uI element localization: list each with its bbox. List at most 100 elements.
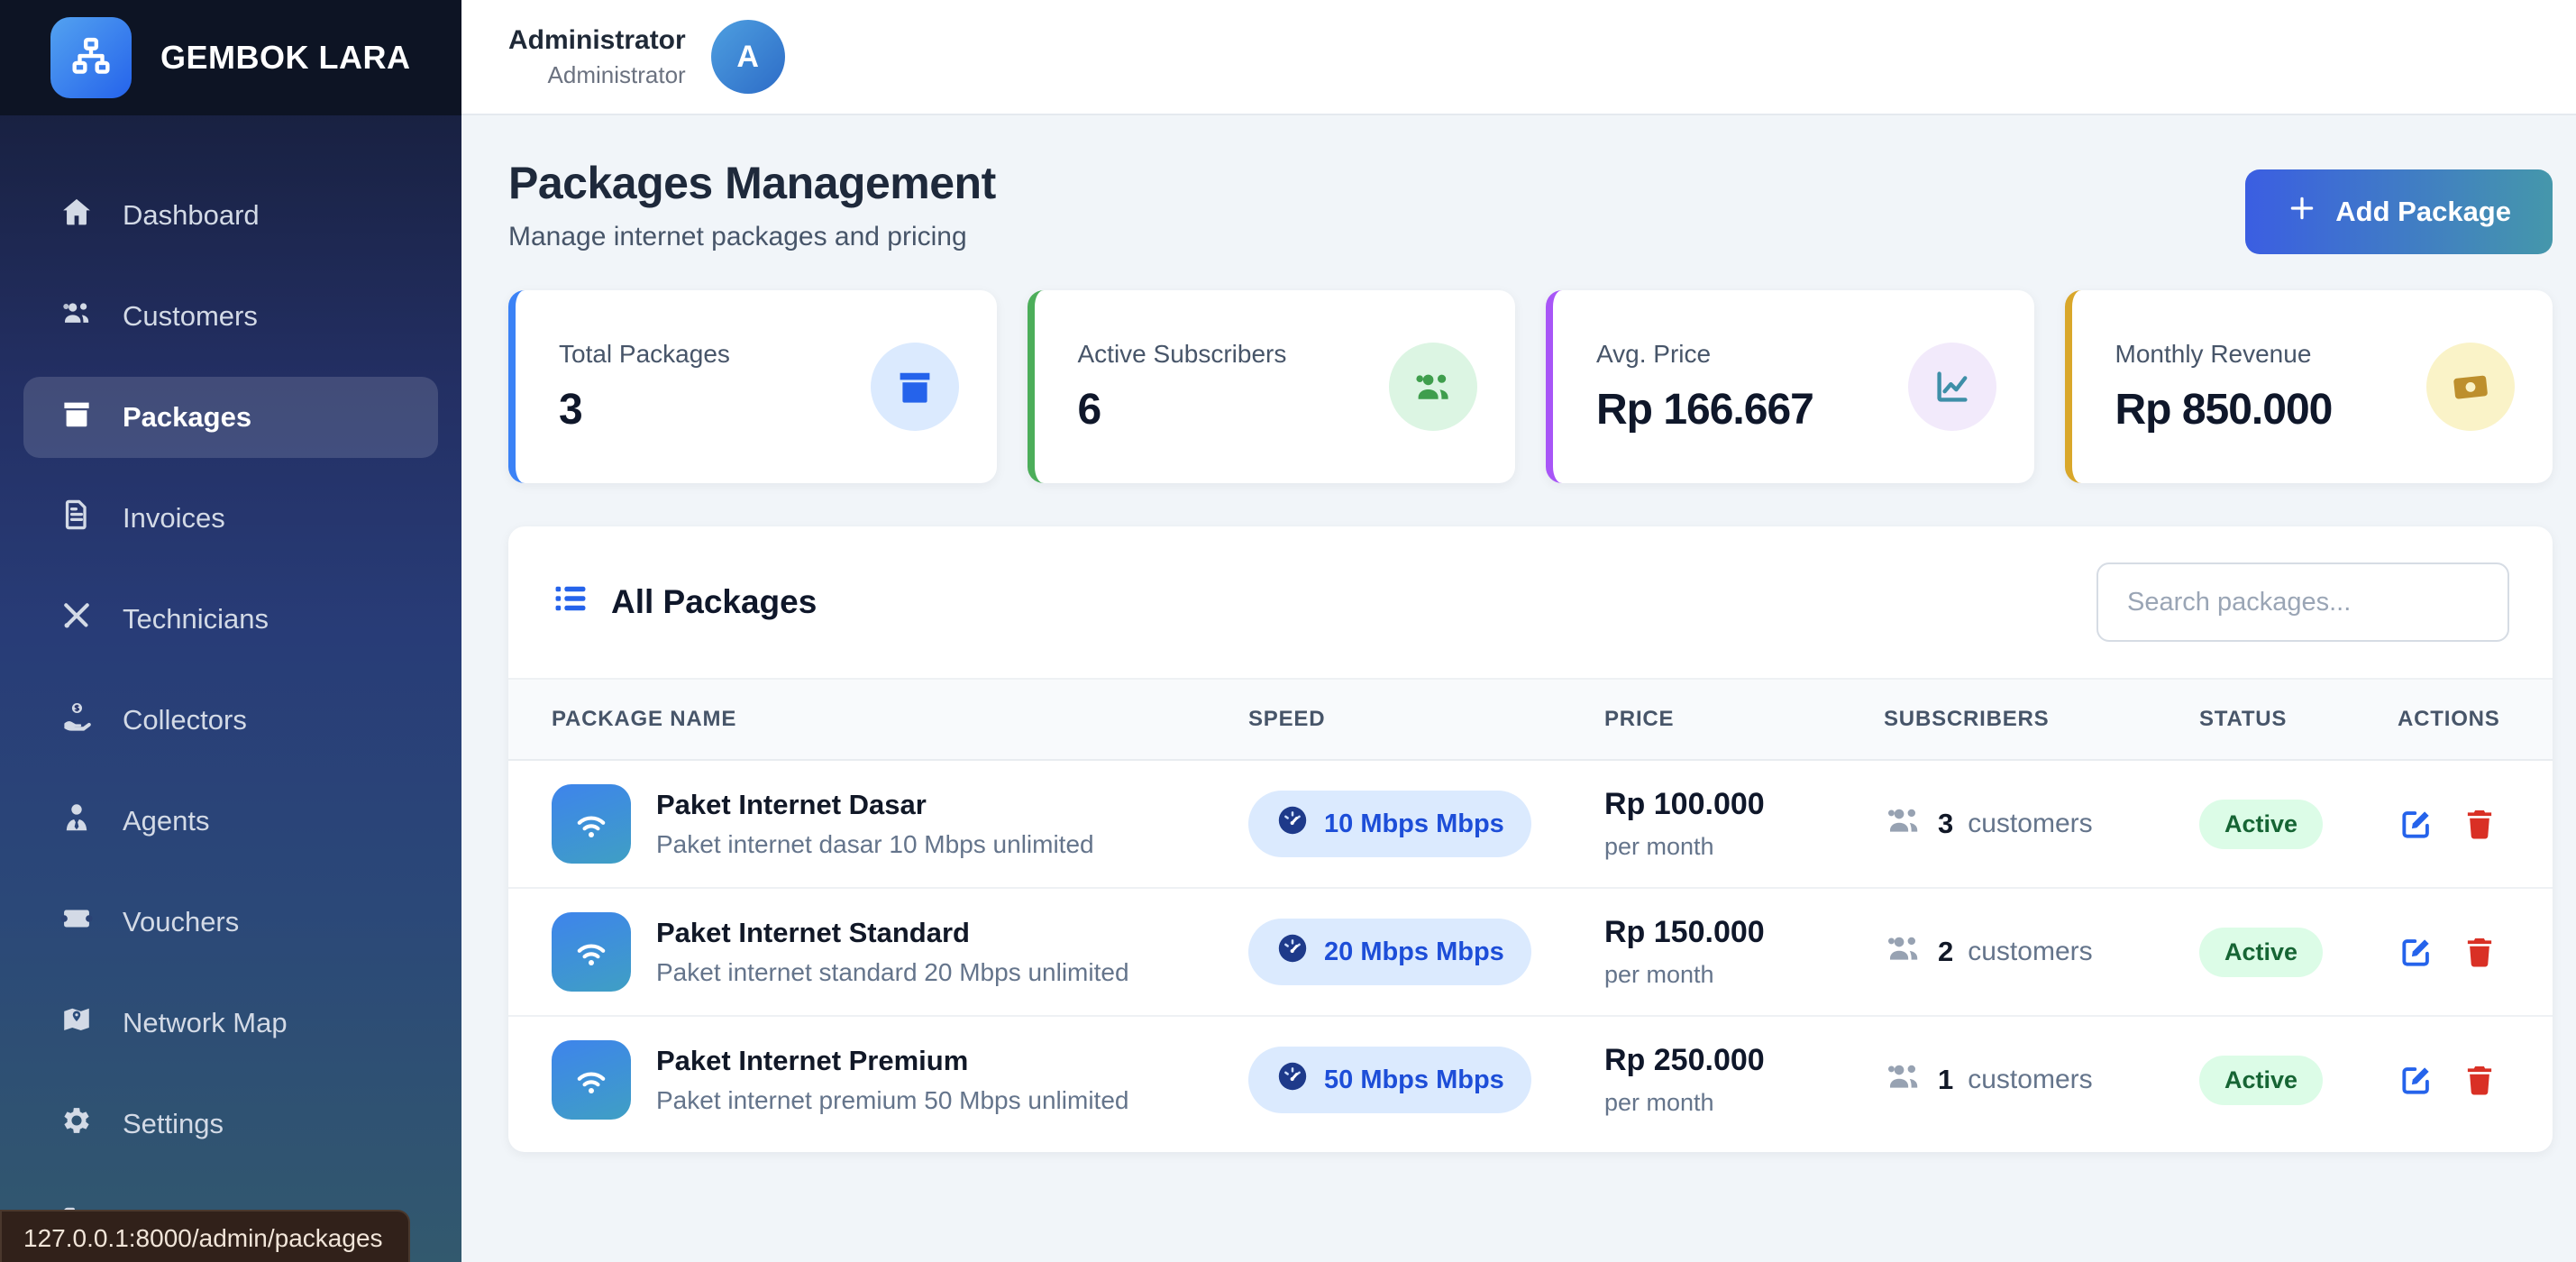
home-icon [59,195,94,236]
money-icon [2426,343,2515,431]
stat-value: 3 [559,385,583,434]
users-icon [1884,1056,1923,1103]
users-icon [1884,800,1923,847]
topbar: Administrator Administrator A [461,0,2576,115]
sidebar: GEMBOK LARA Dashboard Customers Packages… [0,0,461,1262]
gauge-icon [1275,803,1310,845]
page-content: Packages Management Manage internet pack… [461,115,2576,1262]
user-info: Administrator Administrator [508,25,686,89]
table-column-headers: PACKAGE NAME SPEED PRICE SUBSCRIBERS STA… [508,678,2553,761]
package-name: Paket Internet Premium [656,1045,969,1076]
stat-value: 6 [1077,385,1102,434]
table-row: Paket Internet Dasar Paket internet dasa… [508,761,2553,889]
package-description: Paket internet premium 50 Mbps unlimited [656,1086,1129,1114]
price-value: Rp 150.000 [1604,915,1765,949]
sidebar-item-label: Network Map [123,1007,288,1038]
sitemap-icon [69,33,114,83]
sidebar-item-collectors[interactable]: Collectors [23,680,438,761]
column-header: SPEED [1248,707,1326,731]
column-header: PRICE [1604,707,1675,731]
wifi-icon [552,1040,631,1120]
sidebar-item-customers[interactable]: Customers [23,276,438,357]
speed-badge: 10 Mbps Mbps [1248,791,1531,857]
sidebar-item-settings[interactable]: Settings [23,1084,438,1165]
delete-button[interactable] [2461,1061,2498,1099]
price-period: per month [1604,961,1714,988]
stat-label: Total Packages [559,339,730,368]
tools-icon [59,599,94,640]
package-name: Paket Internet Standard [656,917,970,948]
stat-label: Active Subscribers [1077,339,1287,368]
add-package-label: Add Package [2335,196,2511,227]
price-value: Rp 250.000 [1604,1043,1765,1077]
sidebar-item-invoices[interactable]: Invoices [23,478,438,559]
sidebar-item-label: Technicians [123,603,269,635]
table-title: All Packages [552,580,817,626]
stat-card-avg-price: Avg. Price Rp 166.667 [1546,290,2034,483]
subscribers-label: customers [1968,1065,2093,1094]
wifi-icon [552,784,631,864]
sidebar-item-packages[interactable]: Packages [23,377,438,458]
user-avatar[interactable]: A [710,20,785,94]
speed-value: 10 Mbps Mbps [1324,809,1504,838]
wifi-icon [552,912,631,992]
brand-name: GEMBOK LARA [160,39,411,76]
price-period: per month [1604,833,1714,860]
list-icon [552,580,589,626]
subscribers-count: 3 [1938,808,1954,839]
column-header: PACKAGE NAME [552,707,737,731]
sidebar-item-label: Invoices [123,502,225,534]
user-name: Administrator [508,24,686,55]
stat-value: Rp 166.667 [1596,385,1814,434]
status-badge: Active [2199,799,2324,849]
table-row: Paket Internet Standard Paket internet s… [508,889,2553,1017]
add-package-button[interactable]: Add Package [2245,169,2553,254]
package-description: Paket internet dasar 10 Mbps unlimited [656,830,1094,858]
package-description: Paket internet standard 20 Mbps unlimite… [656,958,1129,986]
sidebar-item-label: Settings [123,1108,224,1139]
page-subtitle: Manage internet packages and pricing [508,222,967,251]
sidebar-item-vouchers[interactable]: Vouchers [23,882,438,963]
users-icon [59,296,94,337]
users-icon [1389,343,1477,431]
subscribers-label: customers [1968,809,2093,838]
edit-button[interactable] [2398,933,2435,971]
invoice-icon [59,498,94,539]
subscribers-label: customers [1968,937,2093,966]
plus-icon [2287,193,2317,231]
delete-button[interactable] [2461,933,2498,971]
ticket-icon [59,901,94,943]
map-icon [59,1002,94,1044]
page-title: Packages Management [508,158,996,208]
sidebar-item-agents[interactable]: Agents [23,781,438,862]
package-name: Paket Internet Dasar [656,789,927,820]
sidebar-item-label: Dashboard [123,199,260,231]
status-badge: Active [2199,1055,2324,1105]
edit-button[interactable] [2398,805,2435,843]
search-input[interactable] [2096,562,2509,642]
stat-card-monthly-revenue: Monthly Revenue Rp 850.000 [2064,290,2553,483]
sidebar-item-technicians[interactable]: Technicians [23,579,438,660]
speed-badge: 50 Mbps Mbps [1248,1047,1531,1113]
subscribers-count: 2 [1938,936,1954,967]
table-row: Paket Internet Premium Paket internet pr… [508,1017,2553,1152]
price-value: Rp 100.000 [1604,787,1765,821]
stats-row: Total Packages 3 Active Subscribers 6 [508,290,2553,483]
edit-button[interactable] [2398,1061,2435,1099]
column-header: SUBSCRIBERS [1884,707,2050,731]
box-icon [59,397,94,438]
sidebar-item-label: Packages [123,401,252,433]
table-header: All Packages [508,526,2553,678]
table-title-label: All Packages [611,583,818,620]
delete-button[interactable] [2461,805,2498,843]
speed-badge: 20 Mbps Mbps [1248,919,1531,985]
sidebar-item-label: Vouchers [123,906,240,937]
sidebar-item-dashboard[interactable]: Dashboard [23,175,438,256]
sidebar-item-network-map[interactable]: Network Map [23,983,438,1064]
brand-header: GEMBOK LARA [0,0,461,115]
packages-table-card: All Packages PACKAGE NAME SPEED PRICE SU… [508,526,2553,1152]
hand-dollar-icon [59,700,94,741]
stat-card-active-subscribers: Active Subscribers 6 [1027,290,1515,483]
page-header: Packages Management Manage internet pack… [508,157,2553,254]
